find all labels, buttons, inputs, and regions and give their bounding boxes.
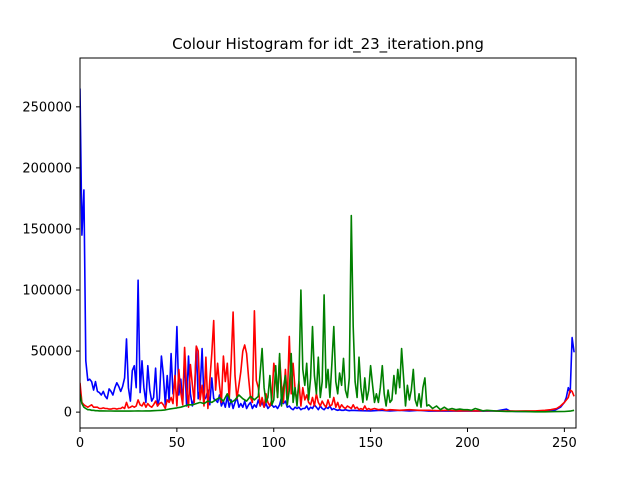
series-line-0 <box>80 88 575 413</box>
y-tick-label: 100000 <box>22 284 72 299</box>
y-tick-label: 50000 <box>31 345 72 360</box>
chart-title: Colour Histogram for idt_23_iteration.pn… <box>172 35 484 54</box>
y-tick-label: 250000 <box>22 100 72 115</box>
x-tick-label: 150 <box>358 436 383 451</box>
y-tick-label: 200000 <box>22 161 72 176</box>
x-tick-label: 100 <box>261 436 286 451</box>
y-tick-label: 0 <box>64 406 72 421</box>
series-layer <box>80 88 575 413</box>
x-axis: 0 50 100 150 200 250 <box>76 428 577 451</box>
x-tick-label: 50 <box>169 436 186 451</box>
series-line-1 <box>80 309 575 412</box>
x-tick-label: 0 <box>76 436 84 451</box>
x-tick-label: 250 <box>552 436 577 451</box>
plot-frame <box>79 57 577 429</box>
x-tick-label: 200 <box>455 436 480 451</box>
series-line-2 <box>80 214 575 413</box>
y-tick-label: 150000 <box>22 222 72 237</box>
y-axis: 0 50000 100000 150000 200000 250000 <box>22 100 80 421</box>
